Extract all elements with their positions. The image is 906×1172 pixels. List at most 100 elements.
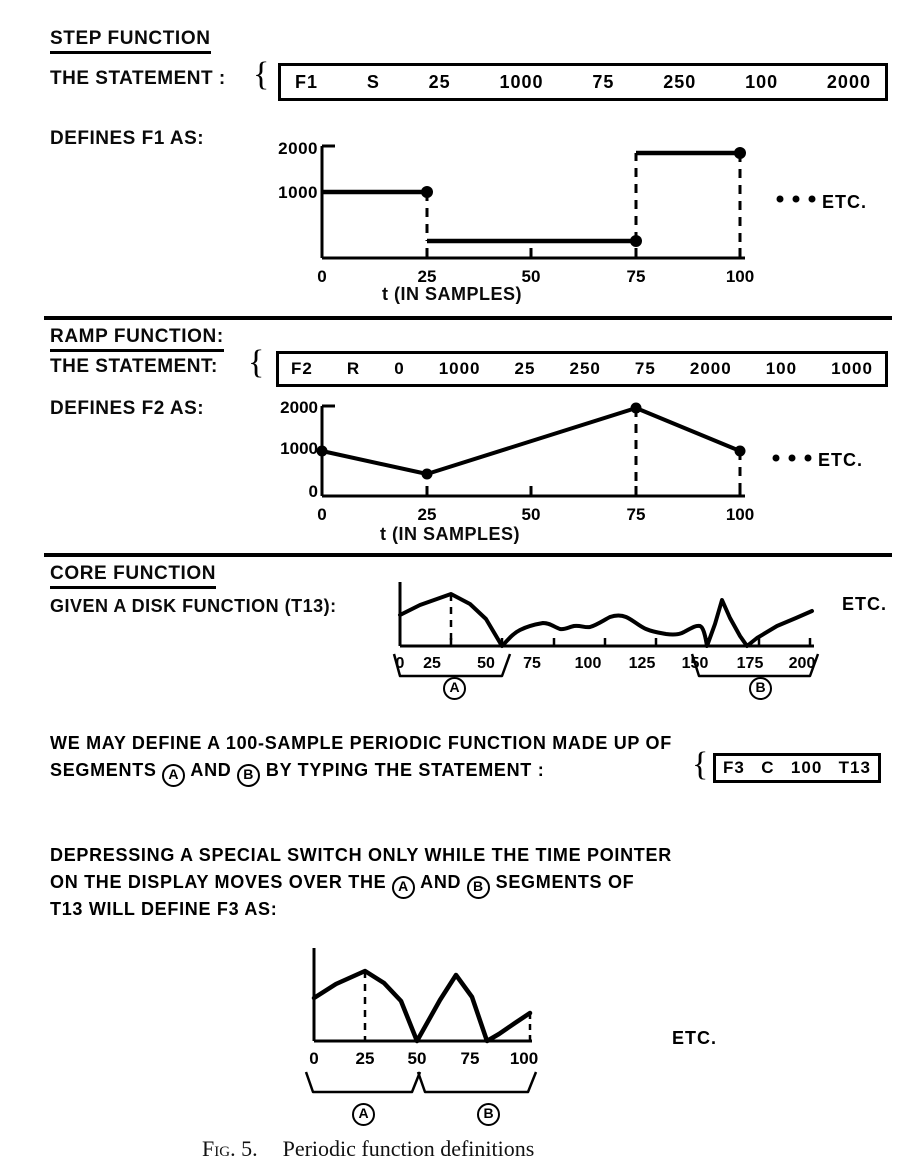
ramp-etc-dot [772, 454, 780, 462]
step-etc-dot [792, 195, 800, 203]
stmt-token: F2 [291, 359, 313, 378]
stmt-token: R [346, 359, 361, 378]
disk-xtick-label-75: 75 [523, 655, 541, 672]
stmt-token: 250 [569, 359, 601, 378]
disk-xtick-label-0: 0 [396, 655, 405, 672]
segment-a-circle: A [443, 677, 466, 700]
p2-pre: ON THE DISPLAY MOVES OVER THE [50, 872, 387, 892]
ramp-defines-label: DEFINES F2 AS: [50, 398, 205, 419]
stmt-token: 100 [765, 359, 798, 378]
stmt-token: S [366, 71, 380, 92]
core-paragraph1-line1: WE MAY DEFINE A 100-SAMPLE PERIODIC FUNC… [50, 733, 672, 753]
ramp-marker [316, 445, 328, 457]
figure-caption-prefix: Fig. 5. [202, 1136, 258, 1161]
disk-xtick-label-50: 50 [477, 655, 495, 672]
segment-a-circle: A [392, 876, 416, 899]
core-paragraph2-line3: T13 WILL DEFINE F3 AS: [50, 899, 278, 919]
f3-xtick-label-25: 25 [356, 1049, 375, 1068]
step-statement-brace: { [253, 56, 270, 93]
ramp-ytick-1000: 1000 [280, 439, 318, 458]
step-etc-dot [808, 195, 816, 203]
ramp-statement-brace: { [248, 344, 265, 381]
figure-caption: Fig. 5. Periodic function definitions [202, 1136, 534, 1162]
step-defines-label: DEFINES F1 AS: [50, 128, 205, 149]
step-statement-label: THE STATEMENT : [50, 68, 226, 89]
f3-waveform [311, 968, 533, 1044]
ramp-etc-dot [804, 454, 812, 462]
step-xtick-label-50: 50 [522, 267, 541, 286]
core-statement-brace: { [692, 746, 709, 783]
step-xtick-label-0: 0 [317, 267, 326, 286]
divider-rule-2 [44, 553, 892, 557]
ramp-xtick-label-75: 75 [627, 505, 646, 524]
disk-segment-a-bracket [392, 653, 512, 678]
ramp-statement-box[interactable]: F2 R 0 1000 25 250 75 2000 100 1000 [276, 351, 888, 387]
ramp-etc-dot [788, 454, 796, 462]
stmt-token: T13 [838, 758, 871, 777]
figure-caption-text: Periodic function definitions [282, 1136, 535, 1161]
segment-b-circle: B [237, 764, 261, 787]
segment-b-circle: B [477, 1103, 500, 1126]
p2-mid: AND [420, 872, 462, 892]
stmt-token: F3 [723, 758, 745, 777]
step-etc-dot [776, 195, 784, 203]
step-marker [630, 235, 642, 247]
stmt-token: C [761, 758, 775, 777]
segment-a-circle: A [162, 764, 186, 787]
disk-xtick-label-125: 125 [629, 655, 656, 672]
f3-segment-b-badge: B [477, 1102, 500, 1126]
core-paragraph2-line2: ON THE DISPLAY MOVES OVER THE A AND B SE… [50, 869, 634, 899]
step-marker [734, 147, 746, 159]
disk-segment-b-badge: B [749, 676, 772, 700]
step-etc-label: ETC. [822, 192, 868, 212]
stmt-token: 100 [790, 758, 823, 777]
ramp-ytick-2000: 2000 [280, 398, 318, 417]
core-paragraph1-line2: SEGMENTS A AND B BY TYPING THE STATEMENT… [50, 757, 544, 787]
ramp-xaxis-label: t (IN SAMPLES) [380, 524, 520, 544]
core-paragraph2-line1: DEPRESSING A SPECIAL SWITCH ONLY WHILE T… [50, 845, 672, 865]
ramp-marker [630, 402, 642, 414]
segment-b-circle: B [749, 677, 772, 700]
stmt-token: 1000 [438, 359, 481, 378]
disk-xtick-label-200: 200 [789, 655, 816, 672]
step-statement-box[interactable]: F1 S 25 1000 75 250 100 2000 [278, 63, 888, 101]
step-xtick-label-25: 25 [418, 267, 437, 286]
disk-function-chart: 0 25 50 75 100 125 150 175 200 [392, 578, 892, 693]
ramp-statement-label: THE STATEMENT: [50, 356, 218, 377]
step-function-heading: STEP FUNCTION [50, 28, 211, 54]
step-xtick-label-75: 75 [627, 267, 646, 286]
segment-a-circle: A [352, 1103, 375, 1126]
step-marker [421, 186, 433, 198]
stmt-token: 75 [592, 71, 615, 92]
stmt-token: 25 [514, 359, 536, 378]
step-ytick-1000: 1000 [278, 183, 318, 202]
p1-post: BY TYPING THE STATEMENT : [265, 760, 545, 780]
step-xaxis-label: t (IN SAMPLES) [382, 284, 522, 304]
segment-b-circle: B [466, 876, 490, 899]
ramp-etc-label: ETC. [818, 450, 864, 470]
f3-xtick-label-75: 75 [461, 1049, 480, 1068]
p2-post: SEGMENTS OF [495, 872, 635, 892]
disk-xtick-label-175: 175 [737, 655, 764, 672]
step-function-chart: 2000 1000 0 25 50 75 100 [240, 136, 860, 296]
step-ytick-2000: 2000 [278, 139, 318, 158]
ramp-xtick-label-50: 50 [522, 505, 541, 524]
f3-segment-a-bracket [304, 1071, 422, 1094]
stmt-token: 2000 [689, 359, 732, 378]
disk-segment-b-bracket [690, 653, 820, 678]
core-function-heading: CORE FUNCTION [50, 563, 217, 589]
ramp-xtick-label-100: 100 [726, 505, 754, 524]
core-statement-box[interactable]: F3 C 100 T13 [713, 753, 881, 783]
disk-segment-a-badge: A [443, 676, 466, 700]
f3-function-chart: 0 25 50 75 100 [300, 940, 630, 1100]
p1-pre: SEGMENTS [50, 760, 157, 780]
stmt-token: 75 [634, 359, 656, 378]
stmt-token: 100 [745, 71, 779, 92]
ramp-function-chart: 2000 1000 0 0 25 50 75 100 [240, 396, 860, 546]
stmt-token: F1 [295, 71, 319, 92]
stmt-token: 1000 [831, 359, 873, 378]
f3-etc-label: ETC. [672, 1028, 718, 1048]
ramp-function-heading: RAMP FUNCTION: [50, 326, 224, 352]
ramp-marker [734, 445, 746, 457]
f3-xtick-label-100: 100 [510, 1049, 538, 1068]
